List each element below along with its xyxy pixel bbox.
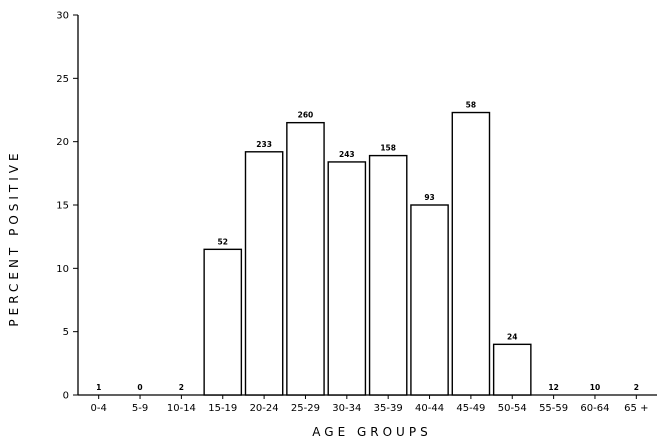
- data-label: 1: [96, 383, 101, 392]
- x-tick-label: 15-19: [208, 403, 237, 414]
- data-label: 58: [466, 101, 476, 110]
- data-label: 233: [256, 140, 272, 149]
- y-tick-label: 5: [63, 327, 69, 338]
- x-tick-label: 65 +: [624, 403, 648, 414]
- x-tick-label: 25-29: [291, 403, 320, 414]
- plot-area: 0510152025300-415-9010-14215-195220-2423…: [56, 11, 657, 415]
- data-label: 0: [137, 383, 142, 392]
- data-label: 2: [634, 383, 639, 392]
- x-tick-label: 35-39: [374, 403, 403, 414]
- x-tick-label: 10-14: [167, 403, 196, 414]
- data-label: 243: [339, 150, 355, 159]
- x-tick-label: 5-9: [132, 403, 148, 414]
- bar: [452, 113, 489, 395]
- x-tick-label: 30-34: [332, 403, 361, 414]
- y-tick-label: 25: [56, 74, 69, 85]
- data-label: 10: [590, 383, 600, 392]
- bar: [245, 152, 282, 395]
- x-tick-label: 40-44: [415, 403, 444, 414]
- data-label: 52: [218, 237, 228, 246]
- bar: [494, 344, 531, 395]
- data-label: 2: [179, 383, 184, 392]
- y-tick-label: 10: [56, 264, 69, 275]
- data-label: 24: [507, 332, 517, 341]
- y-tick-label: 30: [56, 11, 69, 22]
- y-tick-label: 15: [56, 201, 69, 212]
- y-tick-label: 0: [63, 391, 69, 402]
- bar: [287, 123, 324, 395]
- bar: [204, 249, 241, 395]
- bar: [328, 162, 365, 395]
- x-tick-label: 45-49: [456, 403, 485, 414]
- bar: [411, 205, 448, 395]
- data-label: 93: [424, 193, 434, 202]
- x-tick-label: 20-24: [250, 403, 279, 414]
- data-label: 260: [298, 111, 314, 120]
- y-tick-label: 20: [56, 137, 69, 148]
- x-tick-label: 55-59: [539, 403, 568, 414]
- data-label: 158: [380, 144, 396, 153]
- x-tick-label: 50-54: [498, 403, 527, 414]
- y-axis-title: PERCENT POSITIVE: [7, 149, 21, 326]
- x-tick-label: 0-4: [91, 403, 107, 414]
- x-axis-title: AGE GROUPS: [312, 425, 431, 439]
- bar: [370, 156, 407, 395]
- x-tick-label: 60-64: [580, 403, 609, 414]
- data-label: 12: [548, 383, 558, 392]
